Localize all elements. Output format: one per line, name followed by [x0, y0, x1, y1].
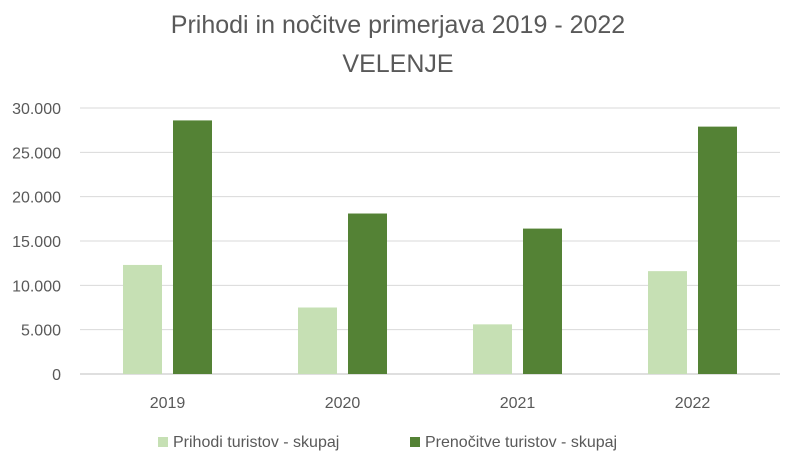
- bar-prenocitve-2022: [698, 126, 737, 375]
- legend-label: Prenočitve turistov - skupaj: [425, 434, 617, 451]
- y-tick-label: 0: [52, 367, 61, 384]
- bar-prihodi-2019: [123, 264, 162, 374]
- chart-title: Prihodi in nočitve primerjava 2019 - 202…: [171, 11, 625, 39]
- legend-swatch: [410, 437, 420, 447]
- bar-prihodi-2022: [648, 271, 687, 374]
- x-tick-label: 2021: [500, 395, 536, 412]
- y-tick-label: 15.000: [12, 234, 61, 251]
- bar-prenocitve-2021: [523, 228, 562, 374]
- bars: [123, 120, 737, 375]
- legend-swatch: [158, 437, 168, 447]
- bar-prihodi-2020: [298, 307, 337, 374]
- y-tick-label: 20.000: [12, 190, 61, 207]
- chart-subtitle: VELENJE: [342, 50, 453, 78]
- bar-prihodi-2021: [473, 324, 512, 374]
- y-tick-label: 10.000: [12, 278, 61, 295]
- y-axis-tick-labels: 0 5.000 10.000 15.000 20.000 25.000 30.000: [12, 101, 61, 384]
- bar-prenocitve-2019: [173, 120, 212, 374]
- x-tick-label: 2020: [325, 395, 361, 412]
- legend: Prihodi turistov - skupaj Prenočitve turi…: [158, 434, 617, 451]
- legend-label: Prihodi turistov - skupaj: [173, 434, 339, 451]
- y-tick-label: 30.000: [12, 101, 61, 118]
- x-tick-label: 2022: [675, 395, 711, 412]
- bar-prenocitve-2020: [348, 213, 387, 374]
- y-tick-label: 25.000: [12, 145, 61, 162]
- y-tick-label: 5.000: [21, 323, 61, 340]
- x-tick-label: 2019: [150, 395, 186, 412]
- x-axis-tick-labels: 2019 2020 2021 2022: [150, 395, 711, 412]
